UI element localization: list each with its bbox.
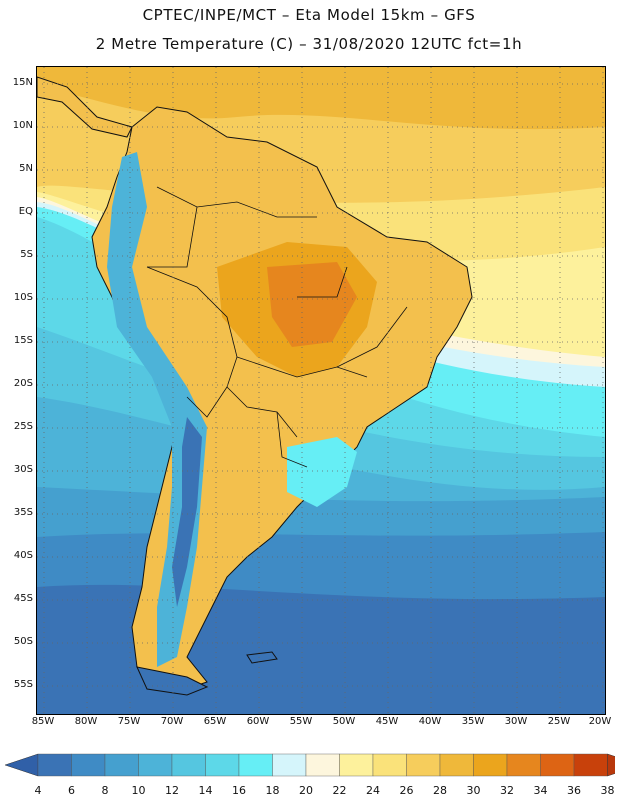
lon-label-35w: 35W: [461, 716, 485, 727]
colorbar-label: 22: [332, 784, 347, 797]
map-panel[interactable]: [36, 66, 606, 715]
lon-label-80w: 80W: [74, 716, 98, 727]
lat-label-55s: 55S: [13, 679, 33, 690]
lat-label-50s: 50S: [13, 636, 33, 647]
colorbar-label: 36: [567, 784, 581, 797]
lon-label-75w: 75W: [117, 716, 141, 727]
lon-label-20w: 20W: [588, 716, 612, 727]
map-subtitle: 2 Metre Temperature (C) – 31/08/2020 12U…: [95, 35, 523, 53]
lon-label-30w: 30W: [504, 716, 528, 727]
map-title: CPTEC/INPE/MCT – Eta Model 15km – GFS: [142, 6, 476, 24]
south-cool-land: [287, 437, 357, 507]
lat-label-20s: 20S: [13, 378, 33, 389]
colorbar-label: 32: [500, 784, 514, 797]
temperature-colorbar: [5, 753, 615, 777]
colorbar-swatch: [473, 753, 508, 777]
lat-label-35s: 35S: [13, 507, 33, 518]
colorbar-swatch: [406, 753, 441, 777]
lat-label-25s: 25S: [13, 421, 33, 432]
colorbar-label: 14: [198, 784, 213, 797]
lat-label-10n: 10N: [12, 120, 33, 131]
colorbar-swatch: [238, 753, 273, 777]
lat-label-5n: 5N: [19, 163, 33, 174]
colorbar-swatch: [506, 753, 541, 777]
colorbar-swatch: [305, 753, 340, 777]
colorbar-label: 30: [466, 784, 481, 797]
colorbar-label: 18: [265, 784, 280, 797]
colorbar-label: 20: [299, 784, 313, 797]
colorbar-swatch: [540, 753, 575, 777]
lon-label-25w: 25W: [547, 716, 571, 727]
lon-label-60w: 60W: [246, 716, 270, 727]
lat-label-eq: EQ: [18, 206, 33, 217]
colorbar-label: 16: [232, 784, 246, 797]
temperature-map: [37, 67, 605, 714]
colorbar-swatch: [439, 753, 474, 777]
lat-label-10s: 10S: [13, 292, 33, 303]
colorbar-swatch: [339, 753, 374, 777]
colorbar-label: 6: [68, 784, 75, 797]
colorbar-swatch: [205, 753, 240, 777]
colorbar-label: 12: [165, 784, 179, 797]
falkland-islands: [246, 651, 278, 664]
colorbar-swatch: [71, 753, 106, 777]
colorbar-swatch: [372, 753, 407, 777]
lat-label-45s: 45S: [13, 593, 33, 604]
lat-label-15s: 15S: [13, 335, 33, 346]
colorbar-label: 34: [533, 784, 548, 797]
colorbar-under-arrow: [5, 753, 39, 777]
lon-label-40w: 40W: [418, 716, 442, 727]
lat-label-15n: 15N: [12, 77, 33, 88]
colorbar-over-arrow: [607, 753, 615, 777]
lon-label-55w: 55W: [289, 716, 313, 727]
lon-label-45w: 45W: [375, 716, 399, 727]
lon-label-65w: 65W: [203, 716, 227, 727]
colorbar-swatch: [171, 753, 206, 777]
hottest-core: [267, 262, 357, 347]
central-america: [37, 76, 133, 138]
political-borders: [146, 186, 408, 468]
colorbar-label: 10: [131, 784, 146, 797]
colorbar-label: 26: [399, 784, 414, 797]
tierra-del-fuego: [136, 666, 209, 696]
lat-label-40s: 40S: [13, 550, 33, 561]
lat-label-5s: 5S: [20, 249, 33, 260]
lon-label-50w: 50W: [332, 716, 356, 727]
andes-coldest: [172, 417, 202, 607]
colorbar-label: 24: [366, 784, 380, 797]
colorbar-swatch: [37, 753, 72, 777]
colorbar-label: 28: [433, 784, 447, 797]
colorbar-swatch: [573, 753, 608, 777]
colorbar-swatch: [138, 753, 173, 777]
lon-label-85w: 85W: [31, 716, 55, 727]
colorbar-swatch: [272, 753, 307, 777]
colorbar-label: 38: [600, 784, 615, 797]
colorbar-label: 8: [101, 784, 109, 797]
colorbar-swatch: [104, 753, 139, 777]
lon-label-70w: 70W: [160, 716, 184, 727]
colorbar-label: 4: [34, 784, 42, 797]
lat-label-30s: 30S: [13, 464, 33, 475]
